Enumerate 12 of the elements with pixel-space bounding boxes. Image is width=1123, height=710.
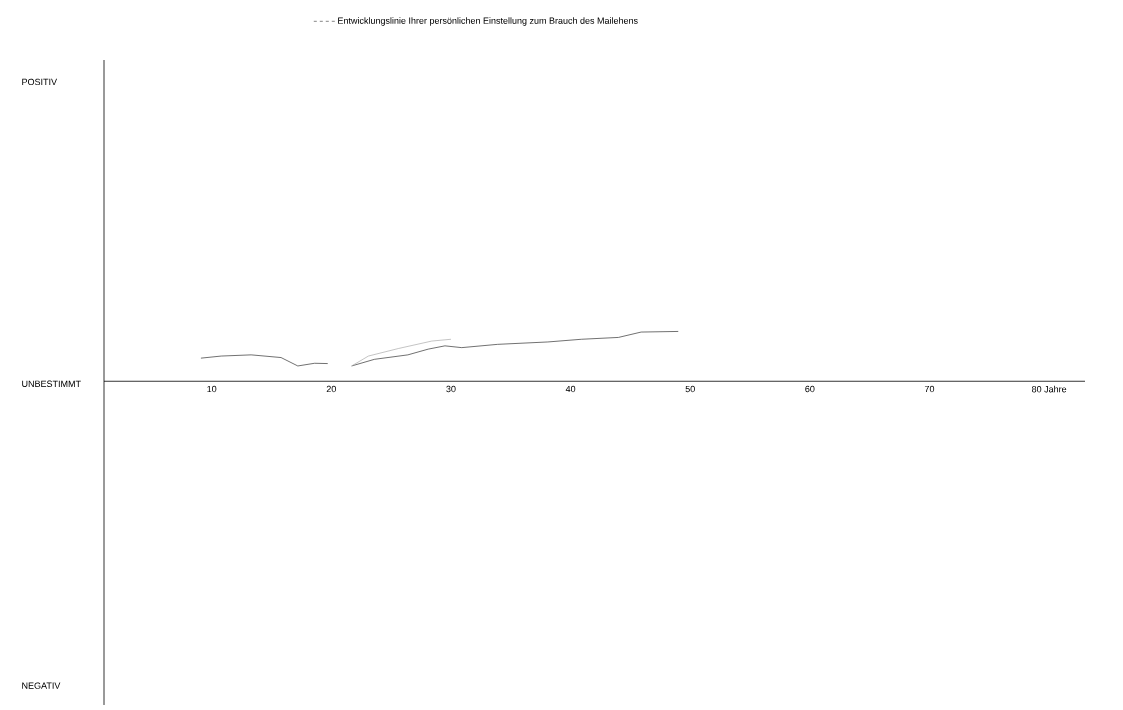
- text: NEGATIV: [22, 682, 61, 689]
- x-tick-label: 70: [924, 385, 935, 393]
- text: UNBESTIMMT: [22, 380, 81, 387]
- legend-label: Entwicklungslinie Ihrer persönlichen Einstellung zum Brauch des Mailehens: [338, 17, 638, 26]
- x-tick-label: 80 Jahre: [1032, 385, 1067, 393]
- x-tick-label: 10: [207, 385, 217, 393]
- x-tick-label: 60: [805, 385, 815, 393]
- text: POSITIV: [22, 78, 58, 86]
- x-tick-label: 30: [446, 385, 456, 393]
- x-tick-label: 40: [565, 385, 576, 393]
- x-tick-label: 50: [685, 385, 695, 393]
- x-tick-label: 20: [326, 385, 336, 393]
